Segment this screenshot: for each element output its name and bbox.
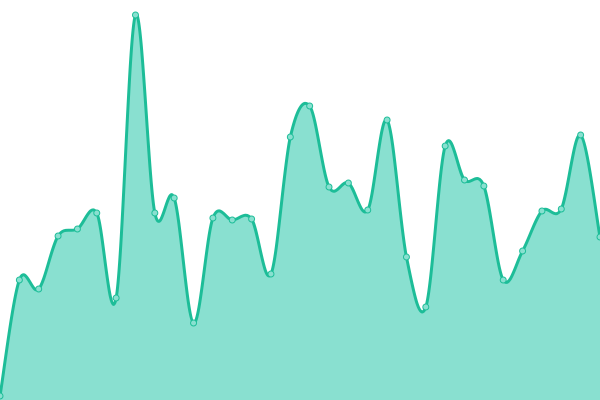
data-point-17 bbox=[325, 183, 333, 191]
data-point-20 bbox=[383, 116, 391, 124]
data-point-21 bbox=[402, 253, 410, 261]
data-point-31 bbox=[596, 233, 600, 241]
data-point-8 bbox=[151, 209, 159, 217]
data-point-7 bbox=[131, 11, 139, 19]
data-point-5 bbox=[93, 209, 101, 217]
data-point-19 bbox=[364, 206, 372, 214]
data-point-30 bbox=[577, 131, 585, 139]
data-point-6 bbox=[112, 294, 120, 302]
data-point-0 bbox=[0, 392, 4, 400]
data-point-2 bbox=[35, 285, 43, 293]
data-point-28 bbox=[538, 207, 546, 215]
data-point-18 bbox=[344, 179, 352, 187]
data-point-4 bbox=[73, 225, 81, 233]
data-point-13 bbox=[248, 215, 256, 223]
data-point-16 bbox=[306, 102, 314, 110]
series-line bbox=[0, 13, 600, 397]
data-point-24 bbox=[461, 176, 469, 184]
data-point-23 bbox=[441, 142, 449, 150]
data-point-1 bbox=[15, 276, 23, 284]
data-point-27 bbox=[519, 247, 527, 255]
data-points bbox=[0, 11, 600, 400]
data-point-10 bbox=[190, 319, 198, 327]
data-point-9 bbox=[170, 194, 178, 202]
data-point-3 bbox=[54, 232, 62, 240]
data-point-11 bbox=[209, 214, 217, 222]
data-point-22 bbox=[422, 303, 430, 311]
data-point-15 bbox=[286, 133, 294, 141]
data-point-29 bbox=[557, 205, 565, 213]
area-fill bbox=[0, 14, 600, 400]
data-point-12 bbox=[228, 216, 236, 224]
data-point-25 bbox=[480, 182, 488, 190]
data-point-26 bbox=[499, 276, 507, 284]
data-point-14 bbox=[267, 270, 275, 278]
